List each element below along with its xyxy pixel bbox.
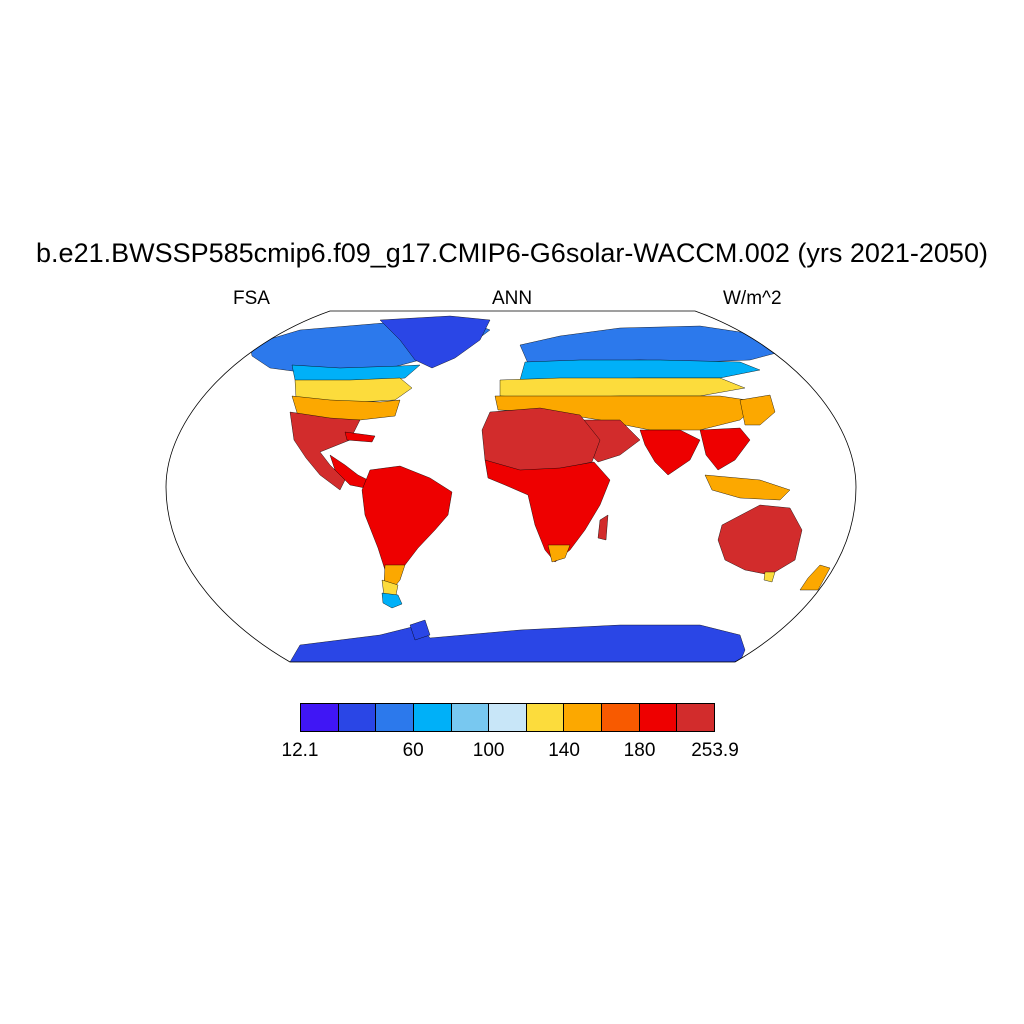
greenland xyxy=(379,315,491,369)
eurasia-subpolar xyxy=(519,359,761,381)
south-asia xyxy=(639,429,701,476)
plot-title: b.e21.BWSSP585cmip6.f09_g17.CMIP6-G6sola… xyxy=(36,238,988,268)
colorbar-tick-label: 253.9 xyxy=(691,740,739,761)
globe-outline xyxy=(165,310,857,663)
africa-tropical xyxy=(484,459,611,563)
new-zealand xyxy=(799,564,831,591)
indonesia xyxy=(704,474,791,501)
variable-label: FSA xyxy=(233,288,270,309)
tasmania xyxy=(763,571,776,583)
land-layer xyxy=(249,315,831,662)
colorbar-swatch-7 xyxy=(564,704,603,731)
south-america-tropical xyxy=(361,465,453,579)
colorbar-swatch-1 xyxy=(338,704,377,731)
colorbar-swatch-0 xyxy=(301,704,339,731)
colorbar-swatch-3 xyxy=(413,704,452,731)
colorbar-swatch-5 xyxy=(489,704,527,731)
units-label: W/m^2 xyxy=(723,288,782,309)
colorbar-swatch-6 xyxy=(526,704,565,731)
antarctica xyxy=(289,624,746,662)
colorbar-tick-label: 100 xyxy=(472,740,505,761)
australia-desert xyxy=(717,504,803,576)
colorbar-tick-label: 60 xyxy=(402,740,424,761)
colorbar xyxy=(300,703,715,732)
africa-warm xyxy=(547,544,571,563)
caribbean xyxy=(344,431,376,443)
southeast-asia xyxy=(699,427,751,471)
colorbar-tick-label: 140 xyxy=(548,740,580,761)
period-label: ANN xyxy=(491,288,533,309)
colorbar-tick-label: 180 xyxy=(623,740,656,761)
colorbar-swatch-4 xyxy=(451,704,490,731)
colorbar-swatch-2 xyxy=(376,704,414,731)
antarctica-peninsula xyxy=(409,619,431,641)
madagascar xyxy=(597,514,609,541)
colorbar-swatch-9 xyxy=(639,704,678,731)
east-asia-warm xyxy=(739,394,776,426)
colorbar-tick-label: 12.1 xyxy=(281,740,319,761)
south-america-cool xyxy=(381,592,403,609)
colorbar-swatch-8 xyxy=(602,704,640,731)
eurasia-temperate xyxy=(499,377,746,399)
colorbar-swatch-10 xyxy=(677,704,715,731)
